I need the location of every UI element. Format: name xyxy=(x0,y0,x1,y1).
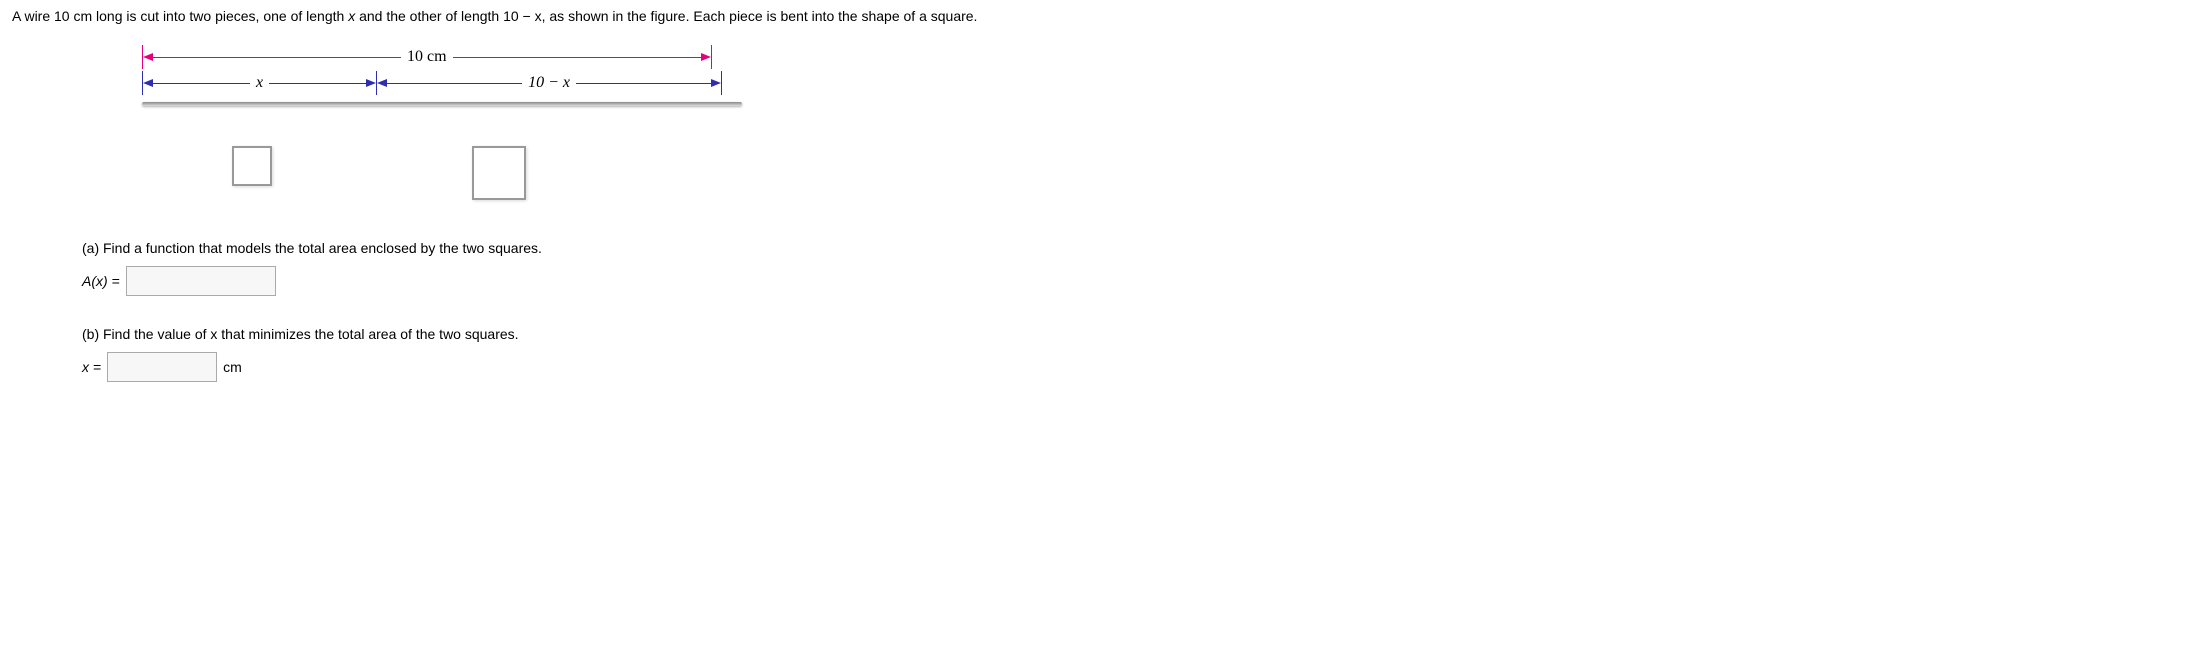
arrow-left-icon xyxy=(143,53,153,61)
part-b-answer-line: x = cm xyxy=(82,352,2188,382)
part-b-unit: cm xyxy=(223,359,242,375)
arrow-left-icon xyxy=(143,79,153,87)
problem-text-a: A wire 10 cm long is cut into two pieces… xyxy=(12,8,348,24)
part-a-label: A(x) = xyxy=(82,273,120,289)
part-a-answer-line: A(x) = xyxy=(82,266,2188,296)
wire-bar xyxy=(142,102,742,106)
square-large xyxy=(472,146,526,200)
tick-icon xyxy=(721,71,722,95)
part-a-input[interactable] xyxy=(126,266,276,296)
tick-icon xyxy=(711,45,712,69)
part-b-prompt: (b) Find the value of x that minimizes t… xyxy=(82,326,2188,342)
dim-line xyxy=(153,83,250,84)
arrow-right-icon xyxy=(701,53,711,61)
part-a-prompt: (a) Find a function that models the tota… xyxy=(82,240,2188,256)
squares-row xyxy=(142,146,2188,200)
arrow-right-icon xyxy=(366,79,376,87)
part-b: (b) Find the value of x that minimizes t… xyxy=(82,326,2188,382)
problem-text-c: , as shown in the figure. Each piece is … xyxy=(542,8,978,24)
dim-right-label: 10 − x xyxy=(522,74,576,92)
problem-statement: A wire 10 cm long is cut into two pieces… xyxy=(12,8,2188,24)
dim-line xyxy=(269,83,366,84)
figure: 10 cm x 10 − x xyxy=(142,44,2188,200)
tick-icon xyxy=(142,45,143,69)
expr-10-minus-x: 10 − x xyxy=(503,8,542,24)
dim-line xyxy=(153,57,401,58)
tick-icon xyxy=(142,71,143,95)
part-a: (a) Find a function that models the tota… xyxy=(82,240,2188,296)
dim-line xyxy=(453,57,701,58)
dim-total-row: 10 cm xyxy=(142,44,2188,70)
dim-line xyxy=(576,83,711,84)
dim-x-label: x xyxy=(250,74,269,92)
square-small xyxy=(232,146,272,186)
problem-text-b: and the other of length xyxy=(355,8,503,24)
arrow-left-icon xyxy=(377,79,387,87)
part-b-label: x = xyxy=(82,359,101,375)
dim-total-label: 10 cm xyxy=(401,48,453,66)
dim-parts-row: x 10 − x xyxy=(142,70,2188,96)
tick-icon xyxy=(376,71,377,95)
dim-line xyxy=(387,83,522,84)
arrow-right-icon xyxy=(711,79,721,87)
part-b-input[interactable] xyxy=(107,352,217,382)
